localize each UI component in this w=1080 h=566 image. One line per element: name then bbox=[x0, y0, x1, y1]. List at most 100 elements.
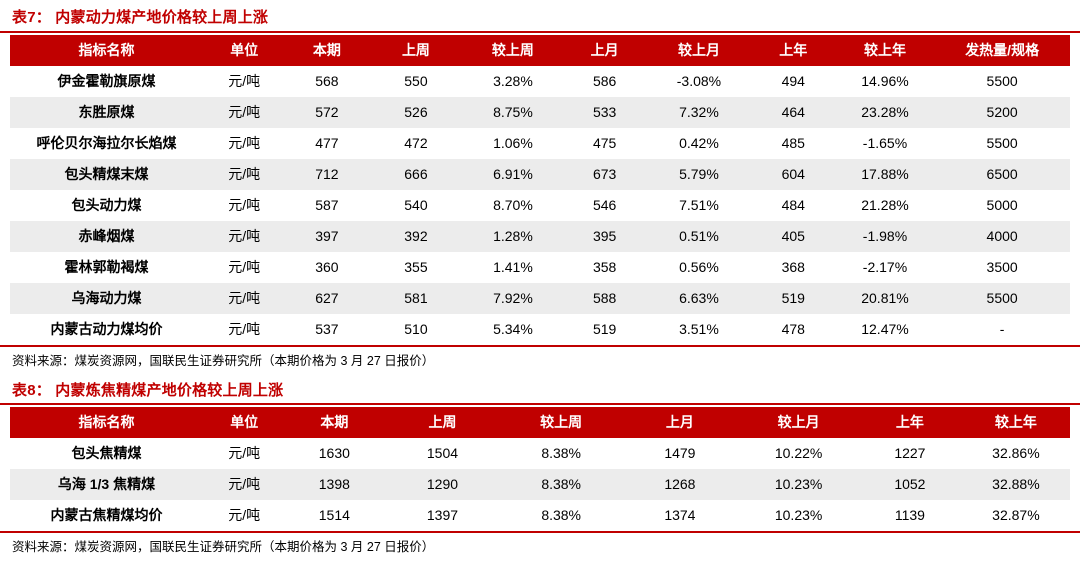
table7-source-note: 资料来源：煤炭资源网，国联民生证券研究所（本期价格为 3 月 27 日报价） bbox=[12, 353, 435, 368]
value-cell: 元/吨 bbox=[228, 227, 261, 244]
value-cell: 627 bbox=[315, 289, 339, 306]
column-header: 上周 bbox=[383, 407, 502, 439]
table-row: 乌海 1/3 焦精煤 元/吨 1398 1290 8.38% 1268 10.23% 1052… bbox=[10, 469, 1070, 501]
value-cell: 604 bbox=[781, 165, 805, 182]
table8-bottom-rule bbox=[0, 531, 1080, 534]
value-cell: 1.06% bbox=[493, 134, 533, 151]
value-cell: 0.42% bbox=[679, 134, 719, 151]
value-cell: 360 bbox=[315, 258, 339, 275]
value-cell: 1227 bbox=[894, 445, 926, 462]
value-cell: 5500 bbox=[986, 289, 1018, 306]
value-cell: 14.96% bbox=[861, 72, 909, 89]
value-cell: 546 bbox=[592, 196, 617, 213]
table7-title: 表7： 内蒙动力煤产地价格较上周上涨 bbox=[12, 9, 269, 26]
value-cell: 8.70% bbox=[493, 196, 533, 213]
value-cell: 32.88% bbox=[992, 476, 1040, 493]
value-cell: 8.38% bbox=[541, 445, 582, 462]
value-cell: 586 bbox=[592, 72, 617, 89]
value-cell: 533 bbox=[592, 103, 617, 120]
value-cell: 21.28% bbox=[861, 196, 909, 213]
table-row: 呼伦贝尔海拉尔长焰煤 元/吨 477 472 1.06% 475 0.42% 485 -1.65… bbox=[10, 127, 1070, 159]
value-cell: 元/吨 bbox=[228, 507, 261, 524]
table-row: 赤峰烟煤 元/吨 397 392 1.28% 395 0.51% 405 -1.98% 4000 bbox=[10, 220, 1070, 252]
table8-section: 表8： 内蒙炼焦精煤产地价格较上周上涨 指标名称 单位 本期 上周 较上周 上月 较上月 上年… bbox=[0, 377, 1080, 562]
table-row: 包头焦精煤 元/吨 1630 1504 8.38% 1479 10.22% 1227 32.86… bbox=[10, 438, 1070, 470]
value-cell: 1052 bbox=[894, 476, 926, 493]
value-cell: 3.28% bbox=[493, 72, 533, 89]
indicator-name-cell: 赤峰烟煤 bbox=[78, 227, 135, 244]
value-cell: 494 bbox=[781, 72, 805, 89]
value-cell: 23.28% bbox=[861, 103, 909, 120]
indicator-name-cell: 伊金霍勒旗原煤 bbox=[57, 72, 156, 89]
value-cell: 17.88% bbox=[861, 165, 909, 182]
value-cell: 1268 bbox=[664, 476, 696, 493]
indicator-name-cell: 内蒙古焦精煤均价 bbox=[50, 507, 163, 524]
value-cell: 6.91% bbox=[493, 165, 533, 182]
value-cell: 550 bbox=[404, 72, 428, 89]
value-cell: 581 bbox=[404, 289, 428, 306]
value-cell: 519 bbox=[781, 289, 805, 306]
column-header: 上周 bbox=[368, 34, 464, 66]
value-cell: 526 bbox=[404, 103, 428, 120]
value-cell: 1397 bbox=[426, 507, 459, 524]
value-cell: 1398 bbox=[318, 476, 350, 493]
value-cell: 8.75% bbox=[493, 103, 533, 120]
value-cell: 484 bbox=[781, 196, 805, 213]
column-header: 本期 bbox=[285, 34, 369, 66]
column-header: 本期 bbox=[285, 407, 384, 439]
value-cell: 1139 bbox=[894, 507, 925, 524]
value-cell: 元/吨 bbox=[228, 72, 261, 89]
value-cell: 20.81% bbox=[861, 289, 909, 306]
value-cell: 元/吨 bbox=[228, 445, 261, 462]
value-cell: 7.51% bbox=[679, 196, 719, 213]
column-header: 上年 bbox=[857, 407, 962, 439]
table-row: 乌海动力煤 元/吨 627 581 7.92% 588 6.63% 519 20.81% 5500 bbox=[10, 282, 1070, 314]
indicator-name-cell: 包头精煤末煤 bbox=[64, 165, 149, 182]
value-cell: 0.51% bbox=[679, 227, 719, 244]
value-cell: 3500 bbox=[986, 258, 1018, 275]
table-row: 霍林郭勒褐煤 元/吨 360 355 1.41% 358 0.56% 368 -2.17% 350… bbox=[10, 251, 1070, 283]
table7-title-divider bbox=[0, 30, 1080, 33]
column-header: 指标名称 bbox=[10, 34, 203, 66]
value-cell: -1.98% bbox=[862, 227, 908, 244]
table8-source-note: 资料来源：煤炭资源网，国联民生证券研究所（本期价格为 3 月 27 日报价） bbox=[12, 540, 435, 555]
value-cell: 572 bbox=[315, 103, 339, 120]
value-cell: 4000 bbox=[986, 227, 1018, 244]
header-row: 指标名称 单位 本期 上周 较上周 上月 较上月 上年 较上年 发热量/规格 bbox=[10, 34, 1070, 66]
value-cell: 666 bbox=[404, 165, 428, 182]
value-cell: 元/吨 bbox=[228, 103, 261, 120]
table7-bottom-rule bbox=[0, 344, 1080, 347]
value-cell: 元/吨 bbox=[228, 320, 261, 337]
column-header: 上年 bbox=[750, 34, 836, 66]
table7-section: 表7： 内蒙动力煤产地价格较上周上涨 指标名称 单位 本期 上周 较上周 上月 较上月 上年较… bbox=[0, 4, 1080, 375]
value-cell: 5200 bbox=[986, 103, 1018, 120]
value-cell: 519 bbox=[592, 320, 617, 337]
value-cell: 12.47% bbox=[861, 320, 909, 337]
value-cell: 1630 bbox=[318, 445, 350, 462]
value-cell: 1.28% bbox=[493, 227, 533, 244]
value-cell: 395 bbox=[592, 227, 617, 244]
value-cell: -3.08% bbox=[676, 72, 722, 89]
header-row: 指标名称 单位 本期 上周 较上周 上月 较上月 上年 较上年 bbox=[10, 407, 1070, 439]
value-cell: 405 bbox=[781, 227, 805, 244]
value-cell: 537 bbox=[315, 320, 339, 337]
value-cell: 5.79% bbox=[679, 165, 719, 182]
value-cell: 485 bbox=[781, 134, 805, 151]
value-cell: 397 bbox=[315, 227, 339, 244]
value-cell: 8.38% bbox=[541, 476, 582, 493]
value-cell: 元/吨 bbox=[228, 289, 261, 306]
value-cell: -1.65% bbox=[862, 134, 908, 151]
value-cell: 588 bbox=[592, 289, 617, 306]
value-cell: 3.51% bbox=[679, 320, 719, 337]
value-cell: 10.23% bbox=[774, 507, 823, 524]
value-cell: 元/吨 bbox=[228, 476, 261, 493]
value-cell: 510 bbox=[404, 320, 428, 337]
value-cell: - bbox=[999, 320, 1005, 337]
value-cell: 478 bbox=[781, 320, 805, 337]
value-cell: 464 bbox=[781, 103, 805, 120]
value-cell: 1290 bbox=[426, 476, 459, 493]
value-cell: 1514 bbox=[318, 507, 350, 524]
value-cell: -2.17% bbox=[862, 258, 908, 275]
table-row: 内蒙古动力煤均价 元/吨 537 510 5.34% 519 3.51% 478 12.47% - bbox=[10, 313, 1070, 345]
